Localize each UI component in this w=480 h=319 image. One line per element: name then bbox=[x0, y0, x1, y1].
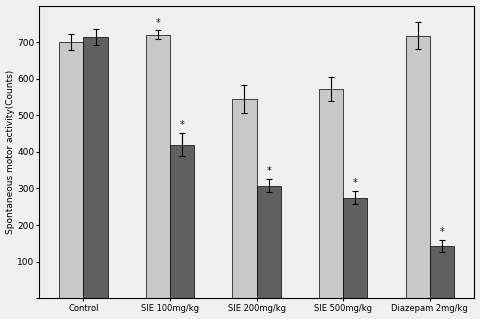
Bar bbox=[232, 99, 257, 298]
Text: *: * bbox=[440, 227, 444, 237]
Bar bbox=[257, 186, 281, 298]
Bar bbox=[319, 89, 343, 298]
Y-axis label: Spontaneous motor activity(Counts): Spontaneous motor activity(Counts) bbox=[6, 70, 14, 234]
Bar bbox=[170, 145, 194, 298]
Text: *: * bbox=[353, 178, 358, 188]
Bar bbox=[146, 35, 170, 298]
Bar bbox=[406, 35, 430, 298]
Bar bbox=[430, 246, 454, 298]
Text: *: * bbox=[156, 18, 160, 27]
Bar bbox=[343, 197, 367, 298]
Bar bbox=[59, 42, 84, 298]
Text: *: * bbox=[180, 120, 184, 130]
Text: *: * bbox=[266, 167, 271, 176]
Bar bbox=[84, 37, 108, 298]
